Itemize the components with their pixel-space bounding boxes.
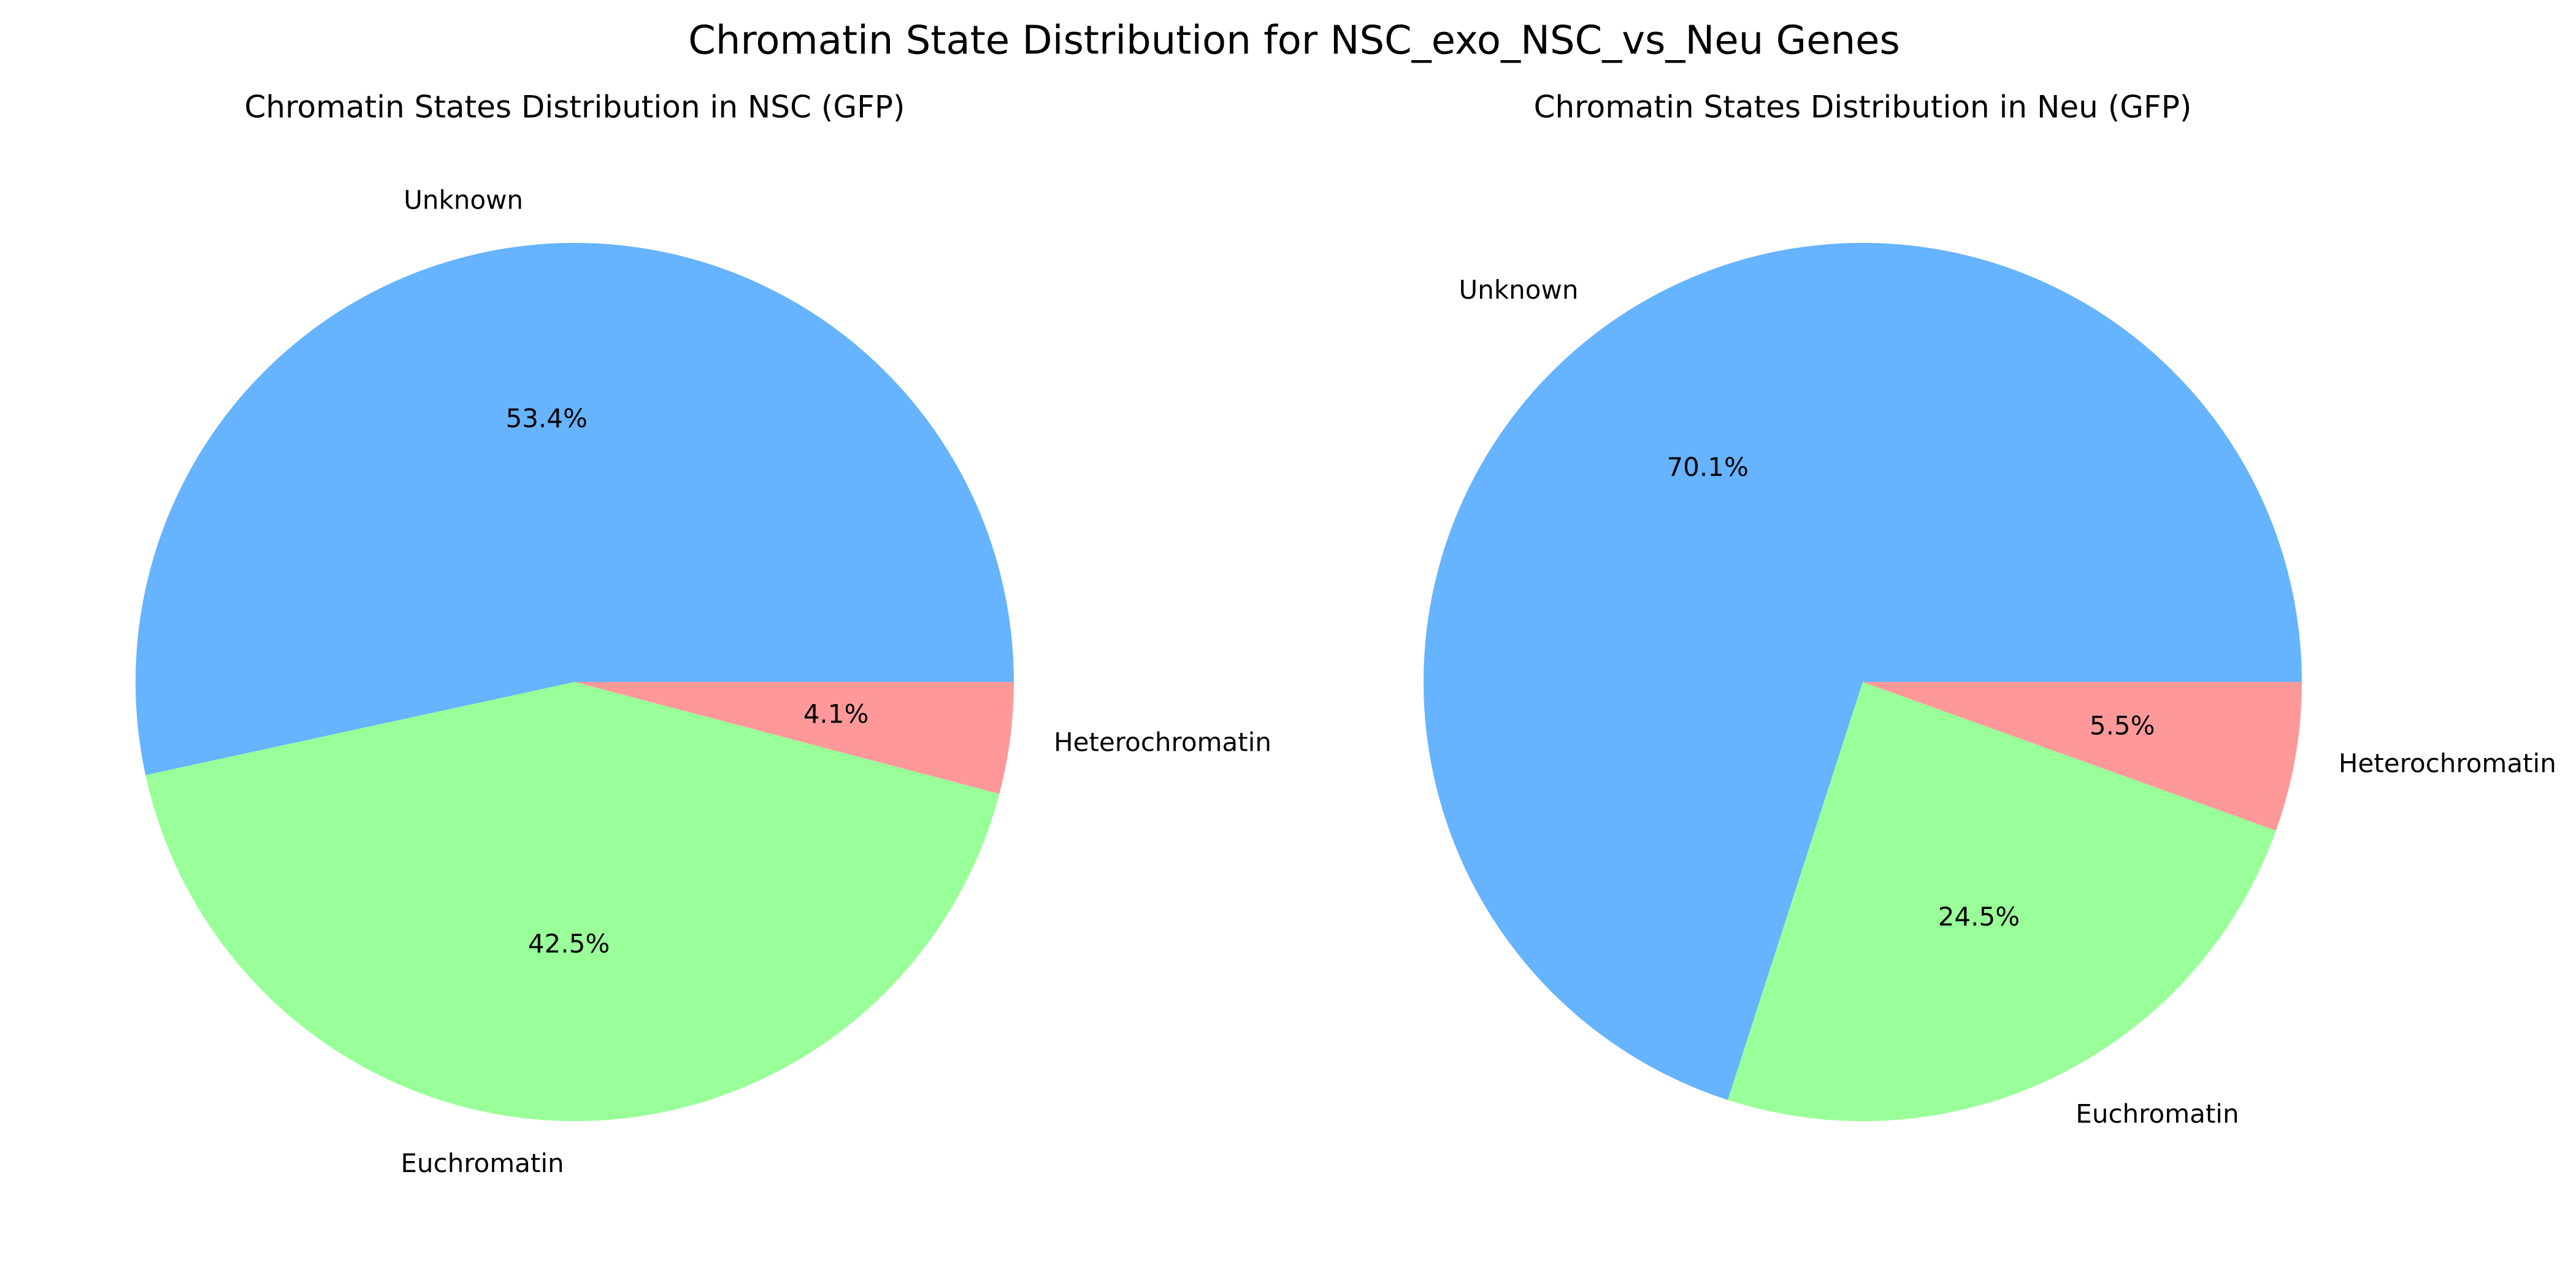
figure-title: Chromatin State Distribution for NSC_exo…: [688, 18, 1900, 64]
pie-chart-neu: Chromatin States Distribution in Neu (GF…: [1424, 90, 2556, 1129]
pie-title-nsc: Chromatin States Distribution in NSC (GF…: [244, 90, 905, 125]
slice-label-euchromatin: Euchromatin: [2076, 1098, 2239, 1129]
slice-percent-euchromatin: 42.5%: [528, 929, 610, 959]
pie-slice-unknown: [135, 242, 1014, 775]
slice-label-heterochromatin: Heterochromatin: [2339, 748, 2556, 778]
slice-percent-heterochromatin: 5.5%: [2090, 710, 2155, 740]
pie-slice-heterochromatin: [575, 682, 1014, 794]
pie-title-neu: Chromatin States Distribution in Neu (GF…: [1534, 90, 2192, 125]
slice-percent-unknown: 53.4%: [505, 403, 587, 433]
pie-slice-euchromatin: [145, 682, 1000, 1121]
pie-chart-nsc: Chromatin States Distribution in NSC (GF…: [135, 90, 1271, 1178]
slice-label-unknown: Unknown: [404, 185, 523, 215]
slice-label-heterochromatin: Heterochromatin: [1054, 727, 1271, 757]
slice-label-euchromatin: Euchromatin: [401, 1148, 564, 1178]
pie-slice-heterochromatin: [1863, 682, 2302, 831]
slice-percent-unknown: 70.1%: [1666, 452, 1748, 482]
slice-percent-euchromatin: 24.5%: [1938, 902, 2020, 932]
pie-slice-unknown: [1424, 242, 2302, 1100]
pie-slice-euchromatin: [1728, 682, 2276, 1121]
slice-label-unknown: Unknown: [1459, 275, 1578, 305]
slice-percent-heterochromatin: 4.1%: [803, 699, 869, 729]
